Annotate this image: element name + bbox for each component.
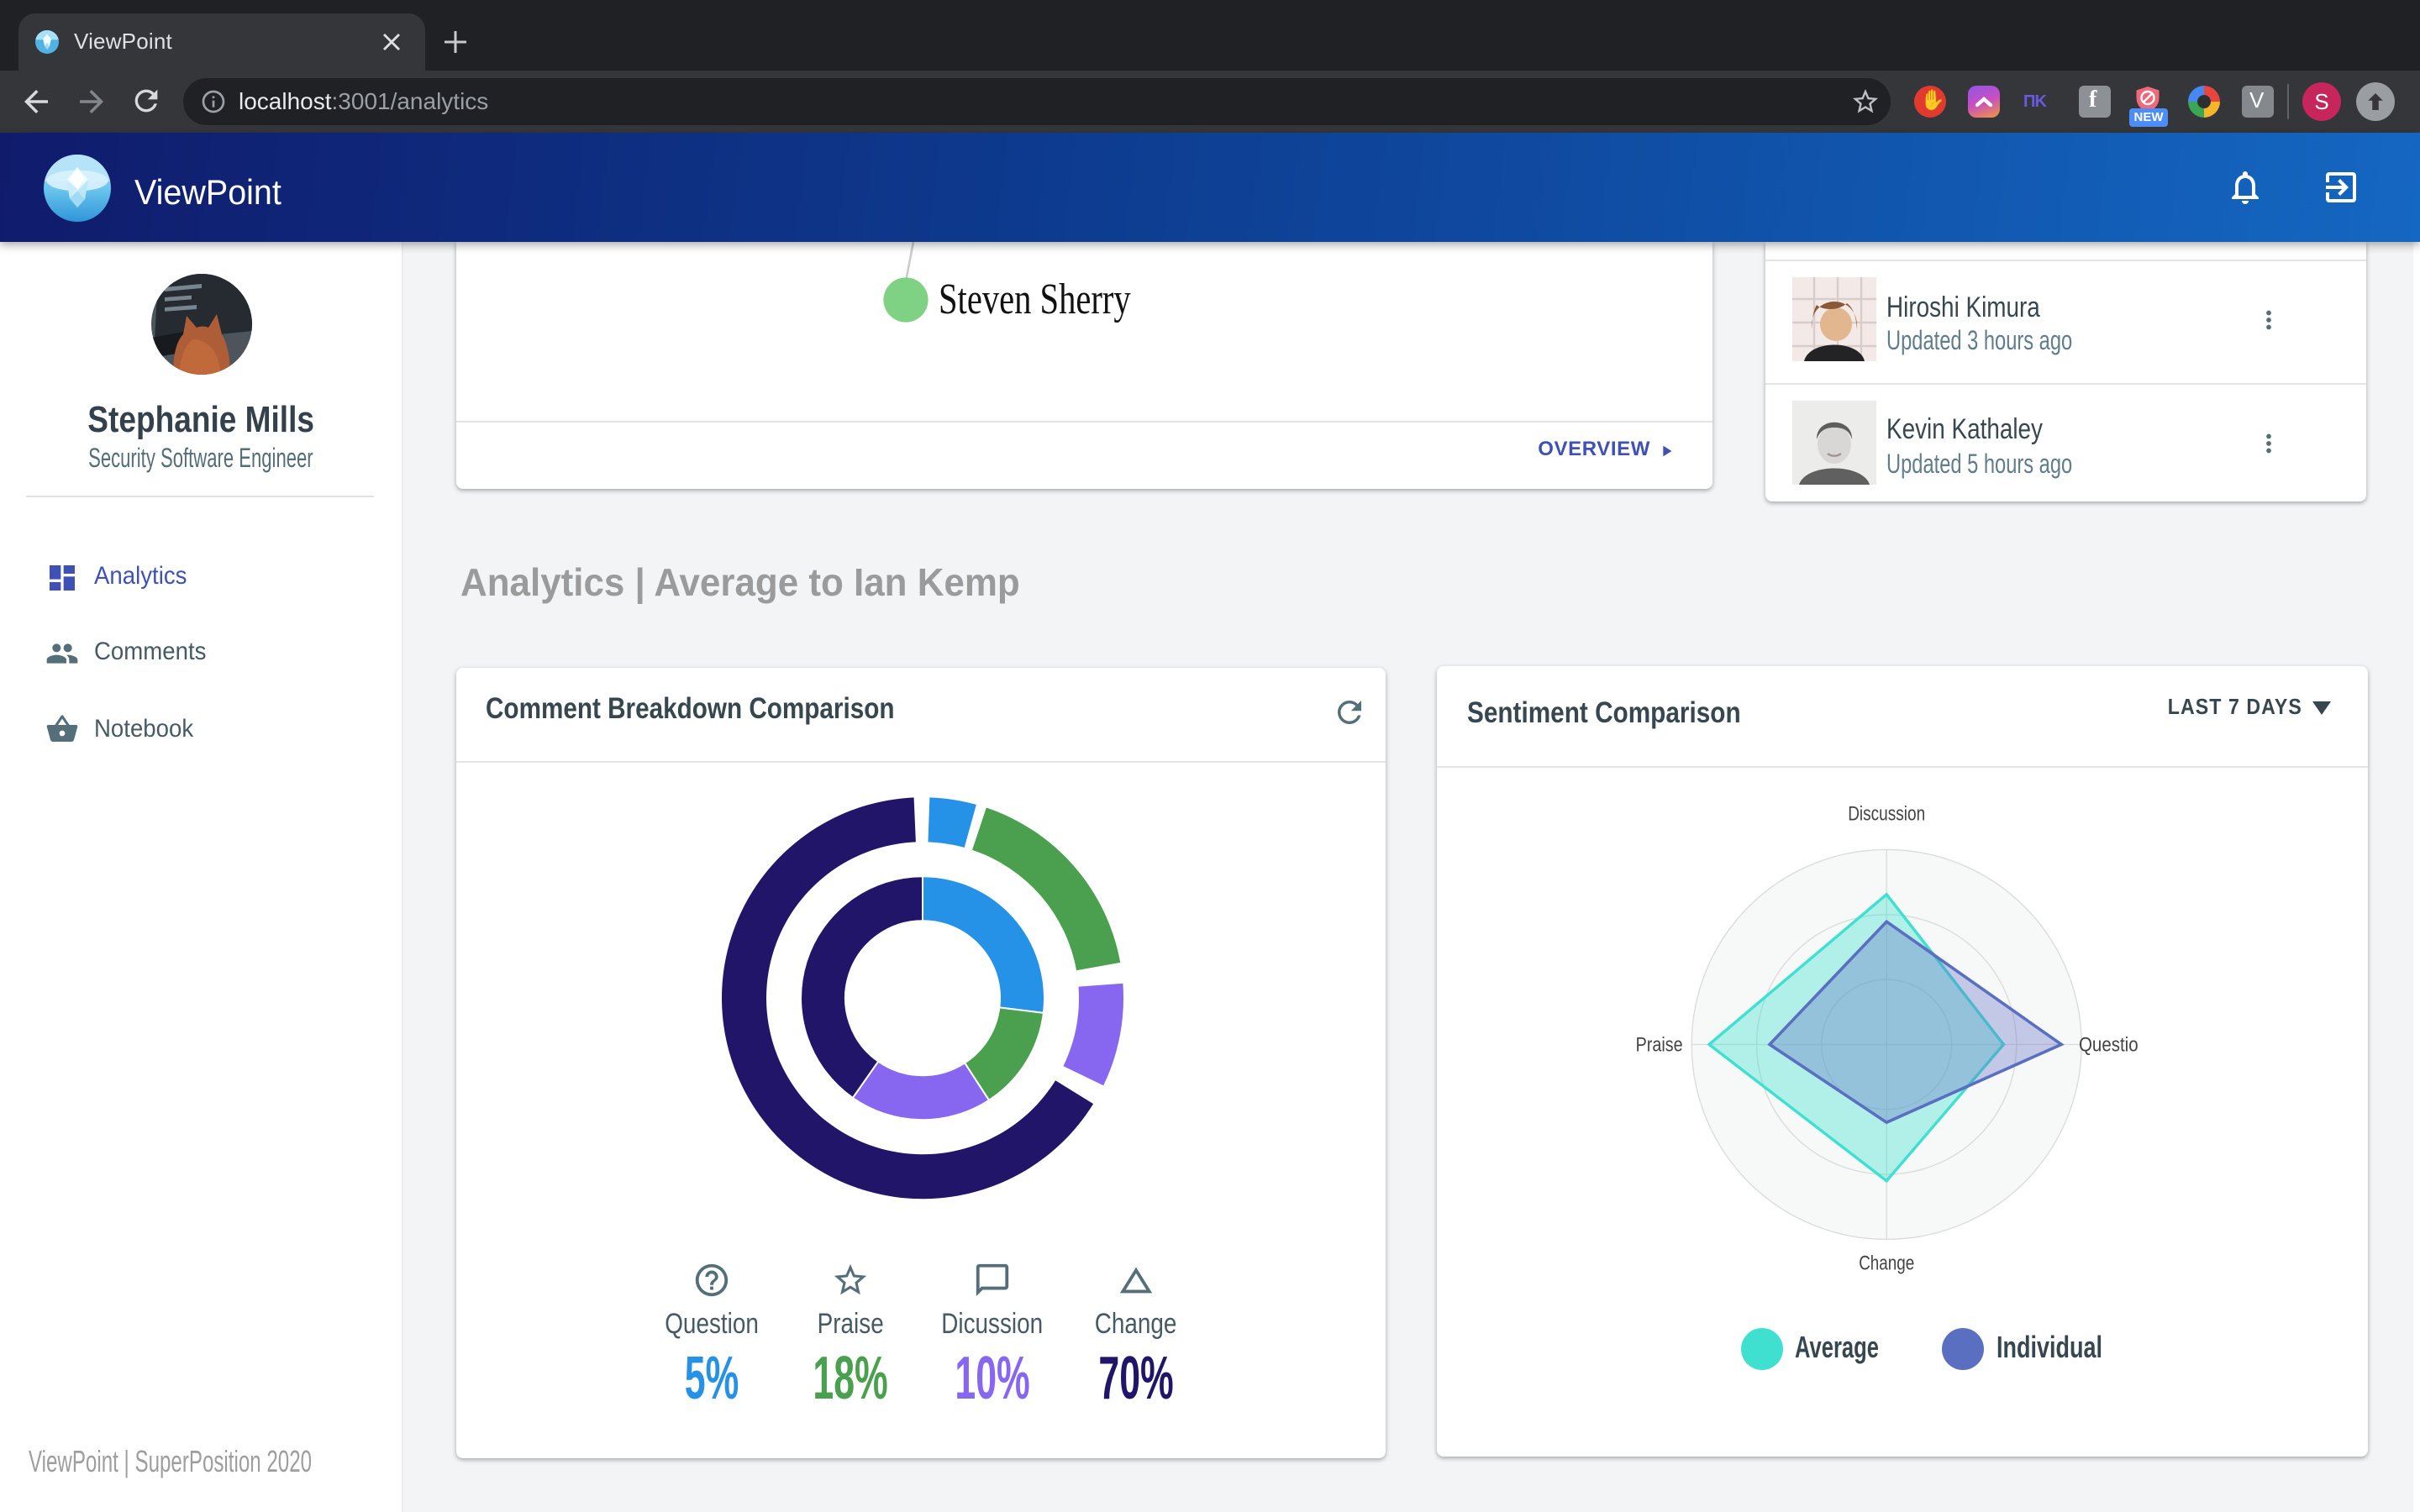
svg-text:Discussion: Discussion	[1848, 803, 1925, 826]
svg-text:Question: Question	[2079, 1033, 2139, 1056]
svg-text:Praise: Praise	[1636, 1033, 1683, 1056]
svg-text:Change: Change	[1859, 1252, 1914, 1275]
